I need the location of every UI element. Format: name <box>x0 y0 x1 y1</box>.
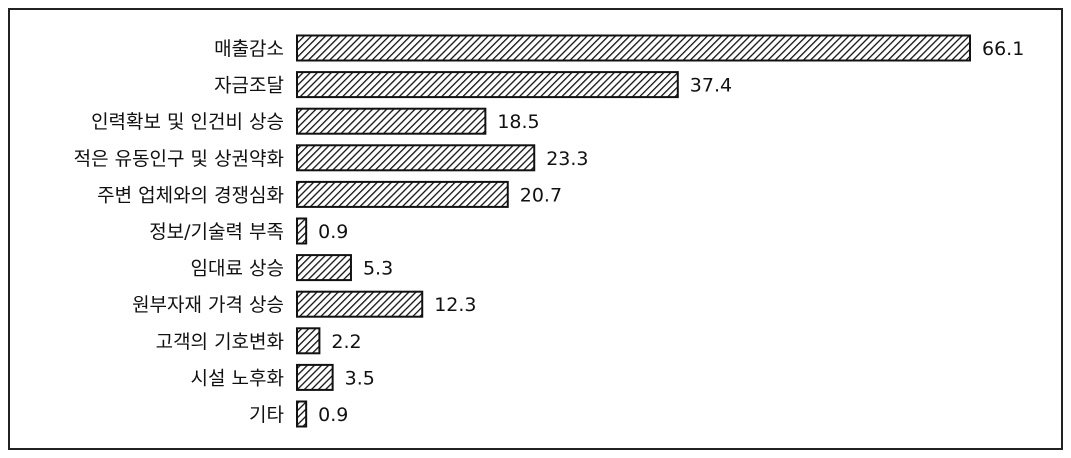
bar <box>296 34 971 62</box>
bar <box>296 290 424 318</box>
category-label: 정보/기술력 부족 <box>149 221 284 243</box>
bar <box>296 180 509 208</box>
value-label: 2.2 <box>331 331 361 353</box>
category-label: 매출감소 <box>214 38 284 60</box>
bar <box>296 254 352 282</box>
bar <box>296 400 308 428</box>
category-label: 기타 <box>249 404 284 426</box>
category-label: 인력확보 및 인건비 상승 <box>91 111 284 133</box>
category-label: 원부자재 가격 상승 <box>132 294 284 316</box>
category-label: 자금조달 <box>214 75 284 97</box>
category-label: 고객의 기호변화 <box>156 331 284 353</box>
category-label: 적은 유동인구 및 상권약화 <box>74 148 284 170</box>
value-label: 18.5 <box>497 111 539 133</box>
bar <box>296 363 334 391</box>
value-label: 20.7 <box>520 184 562 206</box>
bar <box>296 71 679 99</box>
bars-layer: 매출감소 66.1 자금조달 37.4 인력확보 및 인건비 상승 18.5 적은 유동인구… <box>74 34 1024 428</box>
value-label: 23.3 <box>546 148 588 170</box>
value-label: 0.9 <box>318 221 348 243</box>
bar <box>296 327 321 355</box>
category-label: 시설 노후화 <box>191 367 284 389</box>
value-label: 12.3 <box>434 294 476 316</box>
value-label: 37.4 <box>690 75 732 97</box>
bar <box>296 217 308 245</box>
value-label: 66.1 <box>982 38 1024 60</box>
bar <box>296 107 487 135</box>
bar <box>296 144 536 172</box>
category-label: 임대료 상승 <box>191 258 284 280</box>
category-label: 주변 업체와의 경쟁심화 <box>97 184 284 206</box>
value-label: 0.9 <box>318 404 348 426</box>
value-label: 3.5 <box>345 367 375 389</box>
value-label: 5.3 <box>363 258 393 280</box>
